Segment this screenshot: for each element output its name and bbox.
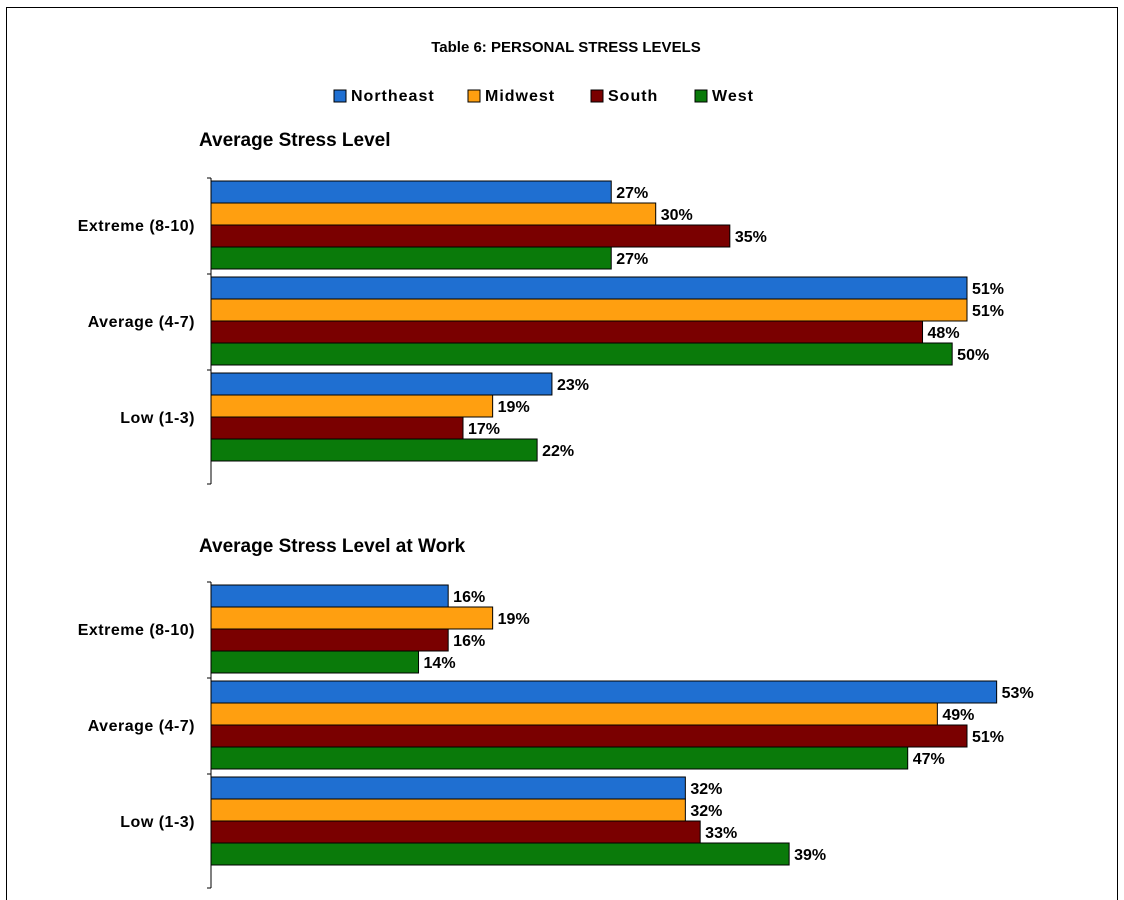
bar-northeast-average-4-7 [210, 680, 998, 704]
legend-label-west: West [712, 88, 754, 105]
legend: Northeast Midwest South West [333, 88, 754, 105]
category-label-low-1-3: Low (1-3) [120, 814, 195, 831]
legend-label-south: South [608, 88, 658, 105]
legend-swatch-west [694, 89, 708, 103]
bar-south-average-4-7 [210, 320, 924, 344]
chart-frame [6, 7, 1118, 900]
category-label-low-1-3: Low (1-3) [120, 410, 195, 427]
category-label-extreme-8-10: Extreme (8-10) [78, 622, 195, 639]
bar-value-label: 51% [972, 281, 1004, 298]
legend-label-northeast: Northeast [351, 88, 435, 105]
bar-northeast-low-1-3 [210, 776, 686, 800]
category-label-extreme-8-10: Extreme (8-10) [78, 218, 195, 235]
bar-value-label: 14% [424, 655, 456, 672]
bar-midwest-average-4-7 [210, 298, 968, 322]
bar-west-low-1-3 [210, 842, 790, 866]
bar-value-label: 47% [913, 751, 945, 768]
bar-west-average-4-7 [210, 746, 909, 770]
bar-value-label: 48% [928, 325, 960, 342]
bar-value-label: 19% [498, 399, 530, 416]
bar-value-label: 32% [690, 781, 722, 798]
bar-value-label: 23% [557, 377, 589, 394]
category-label-average-4-7: Average (4-7) [88, 314, 195, 331]
bar-west-extreme-8-10 [210, 650, 420, 674]
bar-northeast-extreme-8-10 [210, 180, 612, 204]
bar-west-low-1-3 [210, 438, 538, 462]
bar-midwest-average-4-7 [210, 702, 938, 726]
bar-value-label: 32% [690, 803, 722, 820]
legend-swatch-northeast [333, 89, 347, 103]
chart-group-1: Average Stress Level Extreme (8-10) 27% 30%… [78, 130, 1004, 485]
chart-group-2: Average Stress Level at Work Extreme (8-1… [78, 536, 1034, 889]
bar-midwest-low-1-3 [210, 798, 686, 822]
bar-value-label: 17% [468, 421, 500, 438]
bar-midwest-extreme-8-10 [210, 606, 494, 630]
bar-value-label: 19% [498, 611, 530, 628]
group-title: Average Stress Level [199, 130, 391, 151]
bar-northeast-extreme-8-10 [210, 584, 449, 608]
group-title: Average Stress Level at Work [199, 536, 466, 557]
legend-swatch-midwest [467, 89, 481, 103]
bar-value-label: 33% [705, 825, 737, 842]
bar-value-label: 49% [942, 707, 974, 724]
bar-midwest-low-1-3 [210, 394, 494, 418]
bar-value-label: 27% [616, 251, 648, 268]
bar-value-label: 39% [794, 847, 826, 864]
bar-value-label: 53% [1002, 685, 1034, 702]
chart-title: Table 6: PERSONAL STRESS LEVELS [431, 39, 701, 56]
chart-groups: Average Stress Level Extreme (8-10) 27% 30%… [78, 130, 1034, 889]
bar-value-label: 16% [453, 589, 485, 606]
bar-south-extreme-8-10 [210, 224, 731, 248]
bar-value-label: 51% [972, 729, 1004, 746]
bar-west-average-4-7 [210, 342, 953, 366]
category-label-average-4-7: Average (4-7) [88, 718, 195, 735]
bar-northeast-low-1-3 [210, 372, 553, 396]
bar-south-average-4-7 [210, 724, 968, 748]
bar-south-extreme-8-10 [210, 628, 449, 652]
bar-south-low-1-3 [210, 416, 464, 440]
bar-value-label: 35% [735, 229, 767, 246]
bar-value-label: 27% [616, 185, 648, 202]
legend-label-midwest: Midwest [485, 88, 555, 105]
bar-value-label: 50% [957, 347, 989, 364]
bar-west-extreme-8-10 [210, 246, 612, 270]
legend-swatch-south [590, 89, 604, 103]
bar-value-label: 51% [972, 303, 1004, 320]
bar-midwest-extreme-8-10 [210, 202, 657, 226]
bar-south-low-1-3 [210, 820, 701, 844]
bar-value-label: 22% [542, 443, 574, 460]
bar-value-label: 30% [661, 207, 693, 224]
bar-northeast-average-4-7 [210, 276, 968, 300]
bar-value-label: 16% [453, 633, 485, 650]
